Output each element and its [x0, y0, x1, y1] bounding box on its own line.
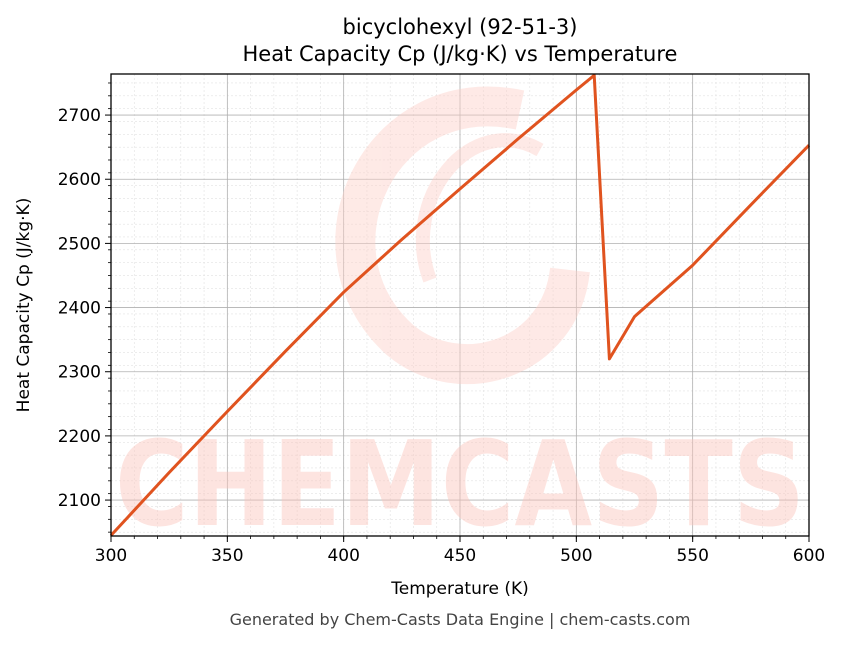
watermark-swirl-inner	[415, 133, 544, 283]
x-tick-label: 300	[95, 546, 127, 566]
x-tick-label: 350	[211, 546, 243, 566]
chemcasts-watermark: CHEMCASTS	[115, 86, 805, 553]
y-tick-label: 2200	[58, 427, 101, 447]
watermark-text: CHEMCASTS	[115, 415, 805, 553]
y-tick-label: 2100	[58, 491, 101, 511]
y-tick-label: 2600	[58, 170, 101, 190]
y-tick-label: 2300	[58, 363, 101, 383]
series-line-cp	[109, 73, 811, 537]
y-tick-label: 2700	[58, 106, 101, 126]
x-tick-label: 400	[327, 546, 359, 566]
x-axis: 300 350 400 450 500 550 600	[95, 536, 825, 566]
x-tick-label: 450	[444, 546, 476, 566]
x-tick-label: 500	[560, 546, 592, 566]
x-tick-label: 550	[676, 546, 708, 566]
series-layer	[109, 73, 811, 537]
y-tick-label: 2500	[58, 234, 101, 254]
x-tick-label: 600	[793, 546, 825, 566]
major-grid	[110, 74, 810, 536]
chart-title-line2: Heat Capacity Cp (J/kg·K) vs Temperature	[243, 42, 678, 66]
y-tick-label: 2400	[58, 299, 101, 319]
footer-credit: Generated by Chem-Casts Data Engine | ch…	[230, 610, 691, 629]
watermark-swirl	[335, 86, 590, 384]
x-axis-label: Temperature (K)	[390, 579, 529, 599]
y-axis: 2100 2200 2300 2400 2500 2600 2700	[58, 82, 111, 533]
chart-title-line1: bicyclohexyl (92-51-3)	[343, 15, 578, 39]
y-axis-label: Heat Capacity Cp (J/kg·K)	[14, 198, 34, 413]
